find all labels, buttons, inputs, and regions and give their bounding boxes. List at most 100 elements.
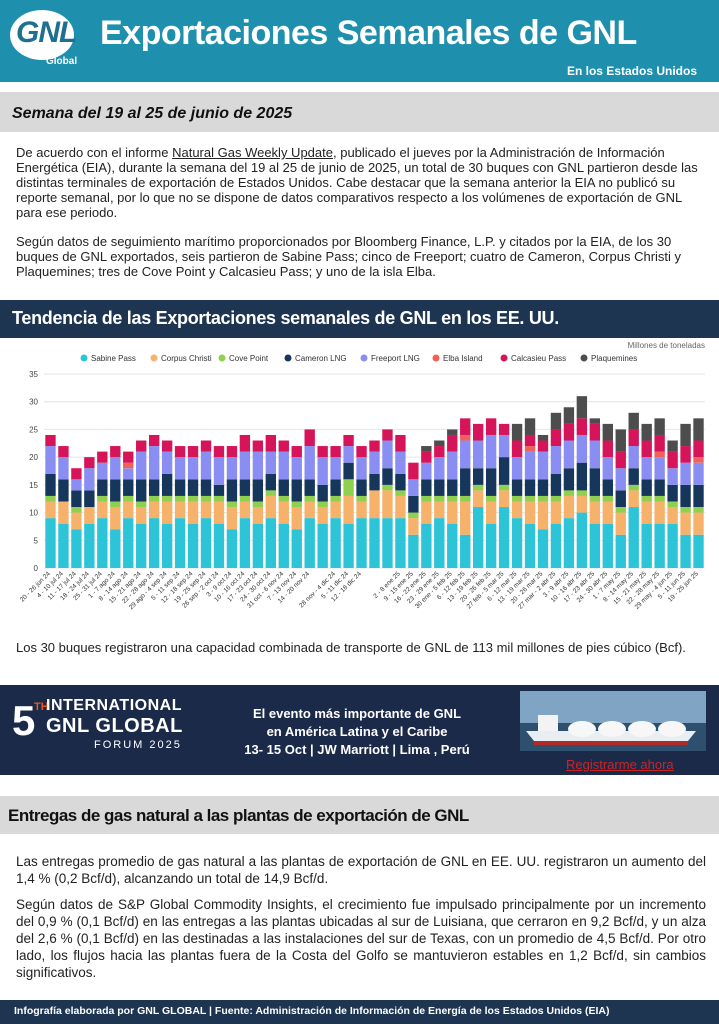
bar-segment xyxy=(84,468,95,491)
bar-segment xyxy=(369,490,380,519)
bar-segment xyxy=(148,501,160,519)
bar-segment xyxy=(693,462,704,485)
footer-text: Infografía elaborada por GNL GLOBAL | Fu… xyxy=(14,1005,610,1017)
bar-segment xyxy=(589,468,601,496)
footer: Infografía elaborada por GNL GLOBAL | Fu… xyxy=(0,1000,719,1024)
bar-segment xyxy=(317,484,328,502)
bar-segment xyxy=(110,501,121,508)
forum-number: 5 xyxy=(12,697,36,744)
bar-segment xyxy=(460,501,471,535)
bar-segment xyxy=(628,507,639,568)
bar-segment xyxy=(97,518,108,568)
bar-segment xyxy=(511,495,523,502)
bar-segment xyxy=(421,446,432,452)
bar-segment xyxy=(356,495,367,502)
bar-segment xyxy=(71,529,82,568)
bar-segment xyxy=(667,507,678,524)
bar-segment xyxy=(226,457,238,480)
bar-segment xyxy=(511,440,523,458)
bar-segment xyxy=(511,479,523,496)
bar-segment xyxy=(421,462,432,480)
bar-segment xyxy=(97,479,108,496)
bar-segment xyxy=(356,501,367,519)
page-subtitle: En los Estados Unidos xyxy=(566,64,697,78)
bar-segment xyxy=(252,451,264,480)
bar-segment xyxy=(45,501,56,519)
legend-label: Freeport LNG xyxy=(371,354,420,363)
bar-segment xyxy=(45,518,56,568)
bar-segment xyxy=(667,523,678,568)
gnl-global-logo[interactable]: GNL Global xyxy=(10,10,82,68)
bar-segment xyxy=(356,479,367,496)
bar-segment xyxy=(148,518,160,568)
bar-segment xyxy=(473,507,484,568)
bar-segment xyxy=(123,518,134,568)
intro-paragraph-2: Según datos de seguimiento marítimo prop… xyxy=(16,234,682,279)
bar-segment xyxy=(460,440,471,469)
bar-segment xyxy=(498,423,510,435)
bar-segment xyxy=(161,440,173,452)
bar-segment xyxy=(641,440,652,458)
logo-badge xyxy=(10,10,74,60)
bar-segment xyxy=(641,523,652,568)
bar-segment xyxy=(408,512,419,519)
bar-segment xyxy=(641,457,652,480)
bar-segment xyxy=(330,495,341,502)
bar-segment xyxy=(485,468,497,496)
bar-segment xyxy=(252,501,264,508)
bar-segment xyxy=(356,457,367,480)
bar-segment xyxy=(382,484,393,491)
bar-segment xyxy=(226,479,238,502)
legend-swatch xyxy=(580,354,588,362)
bar-segment xyxy=(200,501,212,519)
bar-segment xyxy=(602,457,613,480)
bar-segment xyxy=(174,518,186,568)
bar-segment xyxy=(654,495,665,502)
y-tick-label: 0 xyxy=(34,564,39,573)
bar-segment xyxy=(317,501,328,508)
bar-segment xyxy=(291,457,302,480)
report-link[interactable]: Natural Gas Weekly Update xyxy=(172,145,333,160)
bar-segment xyxy=(680,423,691,447)
bar-segment xyxy=(71,490,82,508)
bar-segment xyxy=(110,446,121,458)
bar-segment xyxy=(136,479,147,502)
bar-segment xyxy=(524,501,536,524)
bar-segment xyxy=(213,457,225,485)
intro-paragraph-1: De acuerdo con el informe Natural Gas We… xyxy=(16,145,706,220)
bar-segment xyxy=(537,479,549,496)
bar-segment xyxy=(265,451,276,474)
bar-segment xyxy=(615,490,626,508)
bar-segment xyxy=(408,518,419,535)
bar-segment xyxy=(291,479,302,502)
bar-segment xyxy=(239,434,251,452)
bar-segment xyxy=(200,495,212,502)
bar-segment xyxy=(602,440,613,458)
bar-segment xyxy=(395,473,406,491)
legend-swatch xyxy=(284,354,292,362)
bar-segment xyxy=(278,451,289,480)
bar-segment xyxy=(680,507,691,513)
bar-segment xyxy=(110,507,121,530)
bar-segment xyxy=(447,451,458,480)
capacity-note: Los 30 buques registraron una capacidad … xyxy=(16,640,686,655)
bar-segment xyxy=(563,440,575,469)
bar-segment xyxy=(589,440,601,469)
bar-segment xyxy=(330,446,341,458)
week-title: Semana del 19 al 25 de junio de 2025 xyxy=(12,105,293,122)
bar-segment xyxy=(680,462,691,485)
bar-segment xyxy=(421,501,432,524)
forum-line-3: FORUM 2025 xyxy=(94,739,182,751)
bar-segment xyxy=(200,451,212,480)
bar-segment xyxy=(343,495,354,524)
register-link[interactable]: Registrarme ahora xyxy=(566,757,674,772)
bar-segment xyxy=(382,468,393,485)
y-tick-label: 10 xyxy=(29,509,38,518)
bar-segment xyxy=(213,501,225,524)
bar-segment xyxy=(693,534,704,568)
y-tick-label: 30 xyxy=(29,398,38,407)
bar-segment xyxy=(265,434,276,452)
bar-segment xyxy=(252,523,264,568)
bar-segment xyxy=(239,479,251,496)
bar-segment xyxy=(434,479,445,496)
